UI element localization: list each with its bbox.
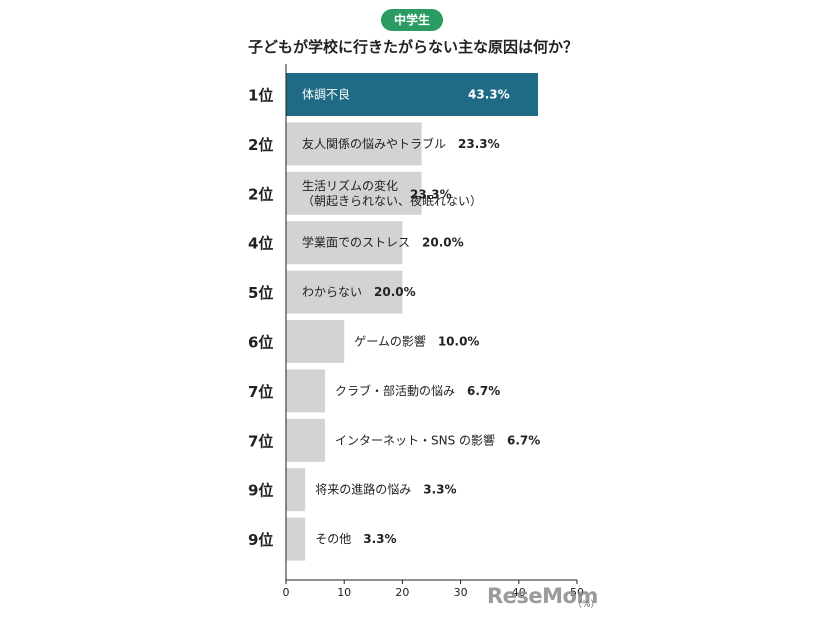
rank-label: 7位 <box>248 432 273 450</box>
bar-2 <box>286 122 422 166</box>
value-label: 3.3% <box>363 532 396 546</box>
bar-8 <box>286 418 325 462</box>
value-label: 23.3% <box>458 137 500 151</box>
rank-label: 2位 <box>248 136 273 154</box>
category-label: 体調不良 <box>302 87 350 102</box>
category-label: その他 <box>315 532 351 546</box>
rank-label: 9位 <box>248 531 273 549</box>
x-tick-label: 30 <box>454 586 468 599</box>
value-label: 43.3% <box>468 88 510 102</box>
x-tick-label: 20 <box>395 586 409 599</box>
category-label: 学業面でのストレス <box>302 235 410 250</box>
bar-1 <box>286 73 539 116</box>
value-label: 20.0% <box>374 285 416 299</box>
grade-badge: 中学生 <box>381 9 443 31</box>
bar-3 <box>286 171 422 215</box>
category-label: 生活リズムの変化 <box>302 178 398 193</box>
category-label: ゲームの影響 <box>354 334 426 349</box>
rank-label: 5位 <box>248 284 273 302</box>
value-label: 10.0% <box>438 335 480 349</box>
category-label: インターネット・SNS の影響 <box>335 432 495 447</box>
value-label: 6.7% <box>467 384 500 398</box>
bar-7 <box>286 369 325 413</box>
x-axis-unit: （%） <box>573 600 600 610</box>
category-label: 将来の進路の悩み <box>315 482 411 497</box>
x-tick-label: 50 <box>570 586 584 599</box>
rank-label: 1位 <box>248 87 273 105</box>
rank-label: 7位 <box>248 383 273 401</box>
chart-title: 子どもが学校に行きたがらない主な原因は何か？ <box>247 38 578 56</box>
rank-label: 9位 <box>248 482 273 500</box>
x-tick-label: 0 <box>283 586 290 599</box>
rank-label: 6位 <box>248 334 273 352</box>
value-label: 23.3% <box>410 187 452 201</box>
value-label: 20.0% <box>422 236 464 250</box>
bar-9 <box>286 468 306 512</box>
value-label: 6.7% <box>507 433 540 447</box>
bar-5 <box>286 270 403 314</box>
bar-6 <box>286 320 345 363</box>
category-label: 友人関係の悩みやトラブル <box>302 136 446 151</box>
bar-4 <box>286 221 403 265</box>
bar-10 <box>286 517 306 561</box>
resemom-logo: ReseMom <box>487 584 598 608</box>
rank-label: 4位 <box>248 235 273 253</box>
category-label: わからない <box>302 285 362 299</box>
category-label: （朝起きられない、夜眠れない） <box>302 193 482 208</box>
value-label: 3.3% <box>423 483 456 497</box>
rank-label: 2位 <box>248 185 273 203</box>
x-tick-label: 40 <box>512 586 526 599</box>
category-label: クラブ・部活動の悩み <box>335 383 455 398</box>
x-tick-label: 10 <box>337 586 351 599</box>
